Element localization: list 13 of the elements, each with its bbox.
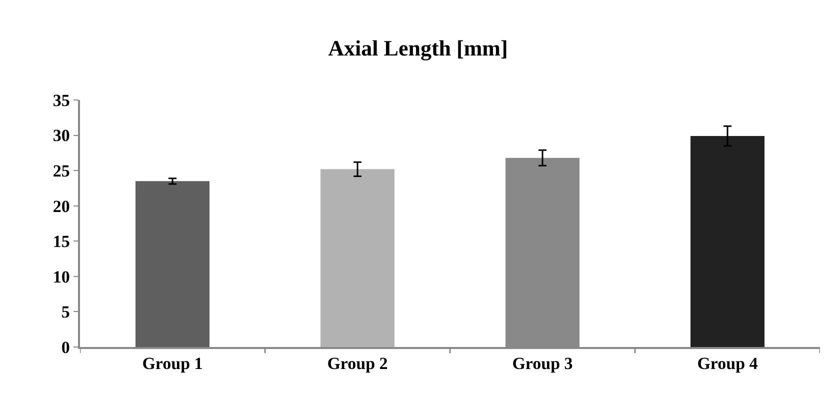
chart-title: Axial Length [mm] — [328, 36, 508, 60]
y-tick-label: 5 — [61, 302, 70, 322]
y-tick-label: 35 — [52, 90, 70, 110]
y-tick-label: 20 — [52, 196, 70, 216]
y-tick-label: 0 — [61, 338, 70, 357]
x-tick-label: Group 3 — [512, 354, 573, 374]
x-tick-label: Group 2 — [327, 354, 388, 374]
y-tick-label: 30 — [52, 126, 70, 146]
x-tick-label: Group 1 — [142, 354, 203, 374]
x-tick-label: Group 4 — [697, 354, 758, 374]
y-tick-label: 10 — [52, 267, 70, 286]
y-tick-label: 25 — [52, 162, 70, 181]
y-tick-label: 15 — [52, 232, 70, 252]
